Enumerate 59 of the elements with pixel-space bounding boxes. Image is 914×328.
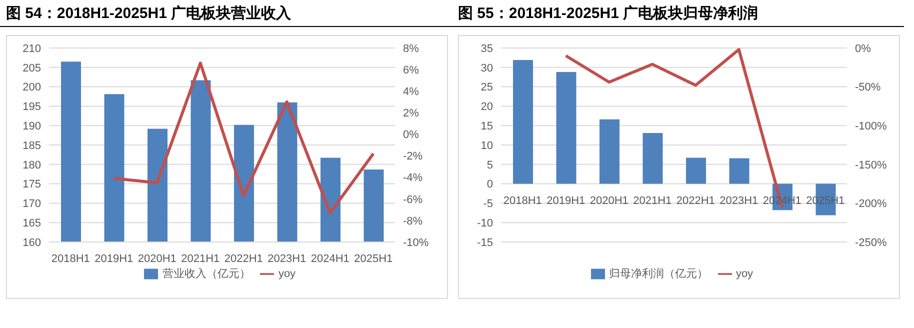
y-tick-label: 205 <box>22 62 41 74</box>
x-tick-label: 2018H1 <box>51 253 90 265</box>
y-tick-label: 210 <box>22 42 41 55</box>
y2-tick-label: -100% <box>855 120 888 133</box>
y2-tick-label: 2% <box>403 108 420 120</box>
x-tick-label: 2020H1 <box>138 253 176 265</box>
y-tick-label: -15 <box>477 236 493 249</box>
y2-tick-label: -150% <box>855 159 888 172</box>
y-tick-label: 185 <box>22 140 41 152</box>
y-tick-label: -10 <box>477 218 493 230</box>
y-tick-label: 165 <box>22 218 41 230</box>
y2-tick-label: -10% <box>403 236 429 249</box>
x-tick-label: 2024H1 <box>310 253 350 265</box>
legend-label: yoy <box>736 268 754 280</box>
x-tick-label: 2019H1 <box>546 194 586 207</box>
x-tick-label: 2023H1 <box>268 253 306 265</box>
chart-title: 图 55：2018H1-2025H1 广电板块归母净利润 <box>452 0 904 27</box>
legend-label: 归母净利润（亿元） <box>608 268 708 280</box>
y2-tick-label: 4% <box>403 86 420 98</box>
y2-tick-label: 0% <box>403 129 420 142</box>
y-tick-label: 30 <box>480 62 493 74</box>
y2-tick-label: 6% <box>403 64 420 76</box>
y2-tick-label: -2% <box>403 150 423 163</box>
x-tick-label: 2023H1 <box>720 194 758 207</box>
y-tick-label: 25 <box>480 82 493 94</box>
y-tick-label: 5 <box>486 159 493 172</box>
x-tick-label: 2024H1 <box>762 194 802 207</box>
y2-tick-label: 8% <box>403 42 420 55</box>
y2-tick-label: -8% <box>403 215 423 228</box>
y-tick-label: 170 <box>22 198 41 210</box>
x-tick-label: 2022H1 <box>676 194 715 207</box>
y-tick-label: 160 <box>22 236 41 249</box>
y2-tick-label: -50% <box>855 82 881 94</box>
x-tick-label: 2021H1 <box>633 194 672 207</box>
y-tick-label: 175 <box>22 178 41 191</box>
y2-tick-label: -6% <box>403 194 423 206</box>
y-tick-label: 190 <box>22 120 41 133</box>
x-tick-label: 2025H1 <box>354 253 393 265</box>
chart-title: 图 54：2018H1-2025H1 广电板块营业收入 <box>0 0 452 27</box>
y-tick-label: 15 <box>480 120 493 133</box>
y-tick-label: 0 <box>486 178 493 191</box>
x-tick-label: 2021H1 <box>181 253 220 265</box>
y-tick-label: 200 <box>22 82 41 94</box>
x-tick-label: 2019H1 <box>94 253 134 265</box>
y-tick-label: 180 <box>22 159 41 172</box>
y-tick-label: 35 <box>480 42 493 55</box>
y2-tick-label: -200% <box>855 198 888 210</box>
y-tick-label: 20 <box>480 101 493 114</box>
x-tick-label: 2022H1 <box>224 253 263 265</box>
y-tick-label: 195 <box>22 101 41 114</box>
y-tick-label: 10 <box>480 140 493 152</box>
x-tick-label: 2018H1 <box>503 194 542 207</box>
x-tick-label: 2020H1 <box>590 194 628 207</box>
legend-label: yoy <box>278 268 296 280</box>
y2-tick-label: -4% <box>403 172 423 184</box>
y-tick-label: -5 <box>483 198 493 210</box>
y2-tick-label: 0% <box>855 42 872 55</box>
y2-tick-label: -250% <box>855 236 888 249</box>
legend-label: 营业收入（亿元） <box>162 268 250 280</box>
